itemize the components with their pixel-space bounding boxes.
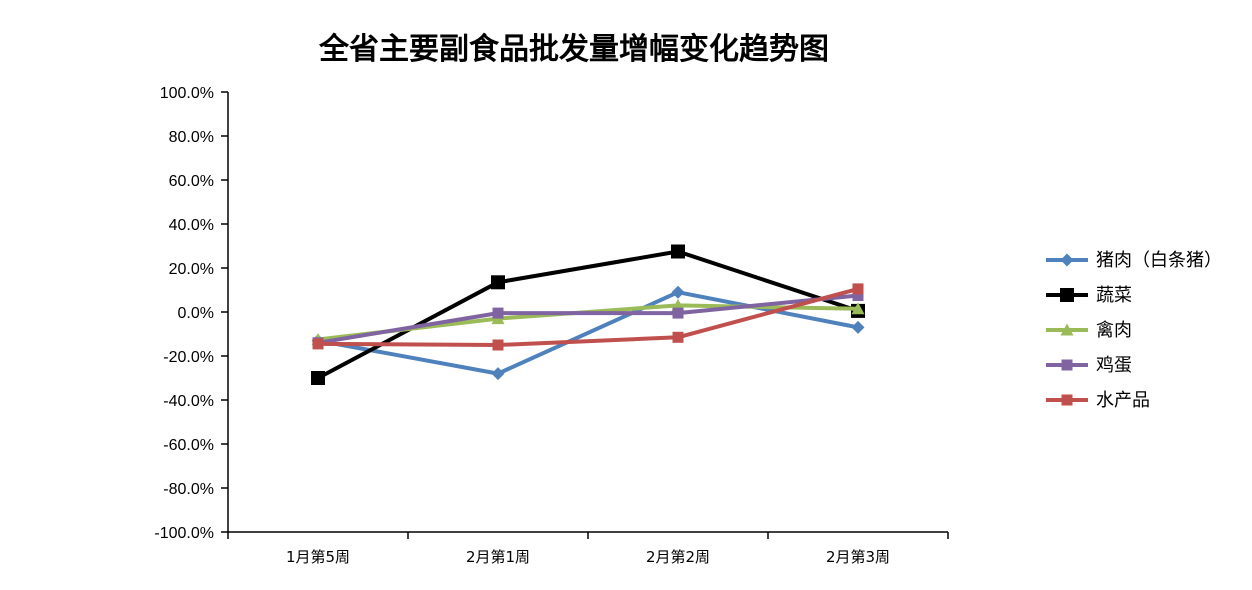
y-tick-label: 40.0% [169, 217, 214, 234]
y-tick-label: 60.0% [169, 173, 214, 190]
y-tick-label: 20.0% [169, 261, 214, 278]
series-4 [312, 283, 864, 351]
y-tick-label: 100.0% [160, 85, 214, 102]
legend-item-4: 水产品 [1046, 390, 1150, 411]
y-tick-label: -20.0% [163, 349, 214, 366]
data-point [671, 285, 685, 299]
series-line [317, 293, 859, 345]
y-tick-label: 0.0% [178, 305, 214, 322]
legend-marker [1060, 253, 1074, 267]
y-tick-label: 80.0% [169, 129, 214, 146]
legend-marker [1061, 359, 1073, 371]
data-point [491, 275, 505, 290]
legend-marker [1060, 288, 1074, 302]
series-line [317, 286, 859, 347]
data-point [311, 371, 325, 385]
data-point [852, 283, 864, 295]
y-tick-label: -80.0% [163, 481, 214, 498]
y-tick-label: -100.0% [154, 525, 214, 542]
legend-label: 蔬菜 [1096, 285, 1132, 306]
data-point [851, 320, 865, 334]
chart-title: 全省主要副食品批发量增幅变化趋势图 [318, 32, 829, 67]
x-tick-label: 2月第3周 [826, 548, 890, 566]
data-point [851, 302, 865, 315]
y-tick-label: -40.0% [163, 393, 214, 410]
legend-marker [1060, 323, 1074, 336]
data-point [492, 307, 504, 319]
legend-label: 鸡蛋 [1096, 355, 1132, 376]
legend-item-3: 鸡蛋 [1046, 355, 1132, 376]
x-tick-label: 2月第2周 [646, 548, 710, 566]
legend-marker [1061, 394, 1073, 406]
x-tick-label: 1月第5周 [286, 548, 350, 566]
data-point [491, 367, 505, 381]
data-point [492, 339, 504, 351]
data-point [672, 331, 684, 343]
data-point [312, 338, 324, 350]
axes: -100.0% -80.0% -60.0% -40.0% -20.0% 0.0% 20.0%… [154, 85, 949, 566]
legend-label: 水产品 [1096, 390, 1150, 411]
legend-item-0: 猪肉（白条猪） [1046, 250, 1222, 271]
data-point [852, 290, 864, 301]
series-layer [311, 244, 865, 385]
legend-item-1: 蔬菜 [1046, 285, 1132, 306]
x-tick-label: 2月第1周 [466, 548, 530, 566]
legend-label: 禽肉 [1096, 320, 1132, 341]
series-line [317, 290, 859, 376]
y-tick-label: -60.0% [163, 437, 214, 454]
series-0 [311, 285, 865, 381]
legend-item-2: 禽肉 [1046, 320, 1132, 341]
legend-label: 猪肉（白条猪） [1096, 250, 1222, 271]
data-point [671, 244, 685, 259]
data-point [672, 307, 684, 319]
